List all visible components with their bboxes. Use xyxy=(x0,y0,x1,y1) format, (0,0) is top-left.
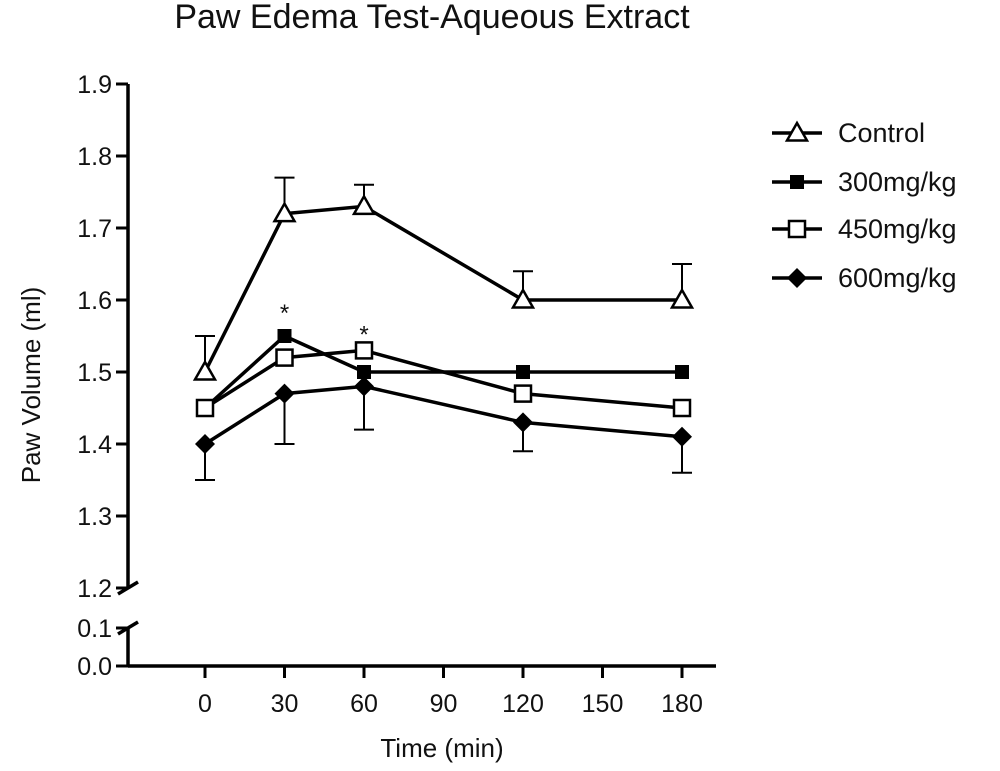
x-tick-label: 60 xyxy=(350,690,378,718)
x-tick-label: 120 xyxy=(502,690,544,718)
data-point-control xyxy=(351,193,377,216)
legend-item-450mg-kg: 450mg/kg xyxy=(772,214,957,244)
legend-marker xyxy=(787,219,807,239)
x-tick-label: 30 xyxy=(271,690,299,718)
x-tick-label: 0 xyxy=(198,690,212,718)
legend-item-600mg-kg: 600mg/kg xyxy=(772,263,957,293)
legend-label: Control xyxy=(838,118,925,148)
legend-label: 450mg/kg xyxy=(838,214,957,244)
data-point-600mg-kg xyxy=(274,383,295,404)
data-point-450mg-kg xyxy=(672,398,692,418)
data-point-600mg-kg xyxy=(672,426,692,447)
series-markers xyxy=(192,193,695,454)
data-point-control xyxy=(510,287,536,309)
annotations: ** xyxy=(280,300,369,349)
legend-marker xyxy=(787,268,807,288)
legend-marker xyxy=(790,175,804,189)
data-point-control xyxy=(669,287,695,309)
data-point-450mg-kg xyxy=(513,384,533,403)
y-axis-label: Paw Volume (ml) xyxy=(16,287,46,484)
data-point-600mg-kg xyxy=(513,412,533,433)
significance-marker: * xyxy=(359,321,368,348)
y-tick-label: 0.0 xyxy=(77,653,112,681)
legend-item-control: Control xyxy=(772,118,925,148)
y-tick-label: 0.1 xyxy=(77,615,112,643)
data-point-300mg-kg xyxy=(516,365,530,379)
error-bars xyxy=(195,176,692,481)
x-tick-label: 90 xyxy=(430,690,458,718)
legend-label: 600mg/kg xyxy=(838,263,957,293)
y-tick-label: 1.6 xyxy=(77,287,112,315)
data-point-300mg-kg xyxy=(277,329,292,343)
legend-item-300mg-kg: 300mg/kg xyxy=(772,167,957,197)
y-tick-label: 1.9 xyxy=(77,71,112,99)
data-point-300mg-kg xyxy=(675,365,689,379)
data-point-450mg-kg xyxy=(275,348,294,367)
data-point-450mg-kg xyxy=(354,341,374,360)
data-point-control xyxy=(192,359,218,381)
axes: 1.2 1.3 1.4 1.5 1.6 1.7 1.8 1.9 0.0 0.1 0 30 60 90 120… xyxy=(77,71,716,718)
y-tick-label: 1.7 xyxy=(77,215,112,243)
y-tick-label: 1.2 xyxy=(77,575,112,603)
x-tick-label: 180 xyxy=(661,690,703,718)
series-line-control xyxy=(203,204,682,373)
y-tick-label: 1.4 xyxy=(77,431,112,459)
data-point-300mg-kg xyxy=(357,365,371,379)
series-lines xyxy=(203,204,683,446)
x-axis-label: Time (min) xyxy=(380,733,503,763)
legend-marker xyxy=(784,120,810,142)
y-tick-label: 1.8 xyxy=(77,143,112,171)
data-point-450mg-kg xyxy=(195,398,215,418)
data-point-600mg-kg xyxy=(195,434,215,454)
legend: Control 300mg/kg 450mg/kg 600mg/kg xyxy=(772,118,957,293)
chart-title: Paw Edema Test-Aqueous Extract xyxy=(174,0,690,36)
x-tick-label: 150 xyxy=(582,690,624,718)
legend-label: 300mg/kg xyxy=(838,167,957,197)
data-point-600mg-kg xyxy=(354,376,374,397)
data-point-control xyxy=(272,201,297,223)
significance-marker: * xyxy=(280,300,289,327)
y-tick-label: 1.3 xyxy=(77,503,112,531)
y-tick-label: 1.5 xyxy=(77,359,112,387)
